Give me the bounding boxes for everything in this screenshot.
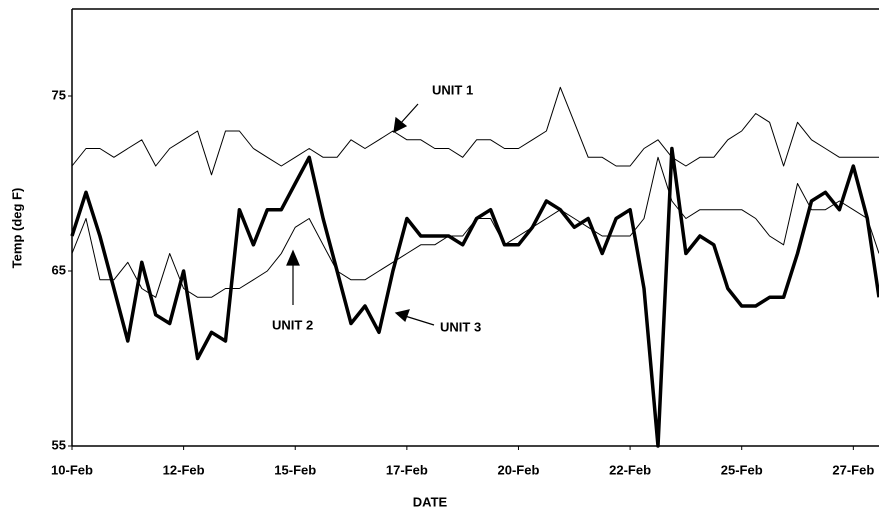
x-tick-label: 17-Feb [386,462,428,477]
series-annotation: UNIT 1 [432,82,473,97]
x-tick-label: 10-Feb [51,462,93,477]
series-annotation: UNIT 3 [440,319,481,334]
series-line [70,146,879,448]
x-tick-label: 27-Feb [832,462,874,477]
x-axis-label: DATE [413,494,448,509]
annotation-arrows [286,103,435,326]
series-line [71,156,879,298]
x-tick-label: 25-Feb [721,462,763,477]
x-tick-label: 15-Feb [274,462,316,477]
x-tick-label: 20-Feb [498,462,540,477]
y-tick-label: 75 [52,87,66,102]
x-tick-label: 12-Feb [163,462,205,477]
y-tick-label: 55 [52,437,66,452]
x-tick-label: 22-Feb [609,462,651,477]
y-tick-label: 65 [52,262,66,277]
series-annotation: UNIT 2 [272,317,313,332]
series-line [71,86,879,176]
frame [71,8,879,447]
y-axis-label: Temp (deg F) [9,188,24,269]
